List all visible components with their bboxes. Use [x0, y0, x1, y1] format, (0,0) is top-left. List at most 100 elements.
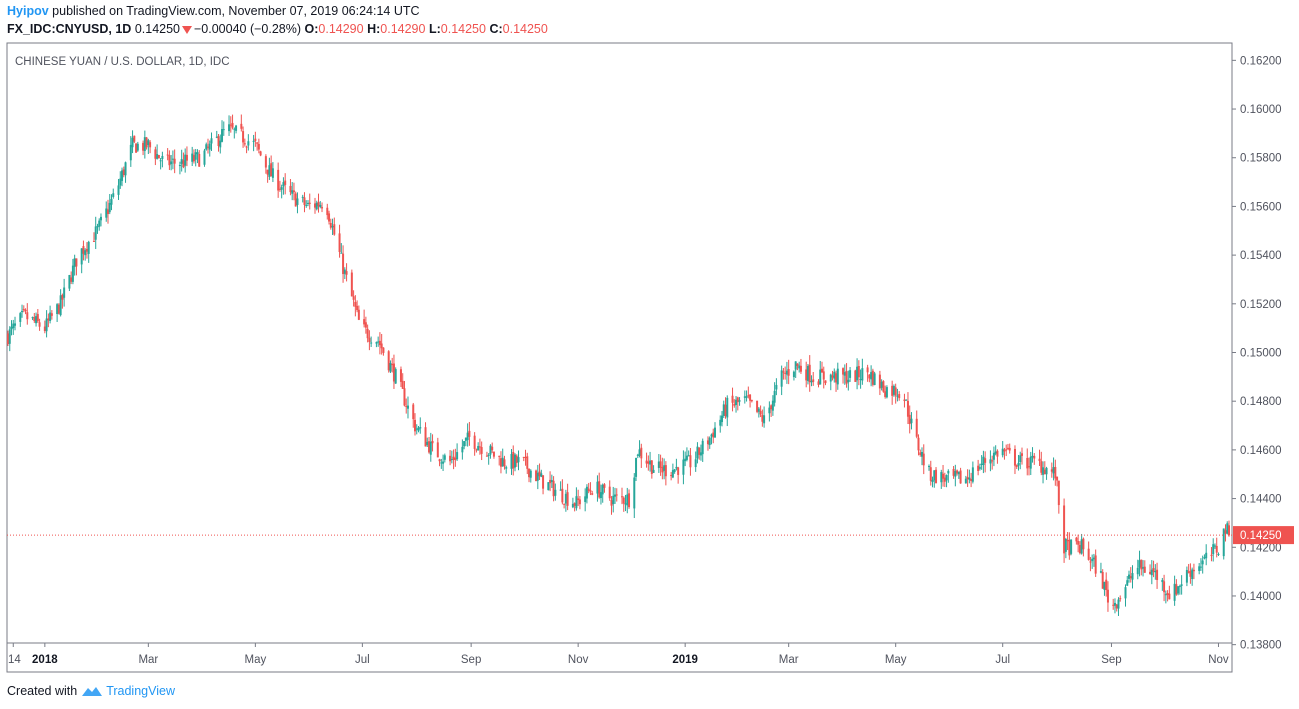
- candle-up: [443, 455, 446, 460]
- candle-down: [294, 193, 297, 207]
- candle-up: [536, 472, 539, 481]
- candle-up: [843, 372, 846, 376]
- candle-up: [21, 310, 24, 313]
- candle-down: [615, 494, 618, 496]
- candle-up: [464, 437, 467, 441]
- candle-down: [278, 188, 281, 190]
- candle-up: [585, 486, 588, 499]
- candle-down: [292, 190, 295, 193]
- candle-up: [280, 187, 283, 190]
- candle-up: [194, 152, 197, 160]
- candle-up: [861, 368, 864, 381]
- price-tick-label: 0.14600: [1240, 445, 1282, 457]
- candle-down: [528, 468, 531, 478]
- candle-down: [747, 395, 750, 397]
- candle-up: [370, 342, 373, 344]
- candle-up: [489, 445, 492, 455]
- candle-up: [184, 154, 187, 166]
- candle-down: [452, 456, 455, 461]
- candle-down: [1087, 548, 1090, 560]
- candle-down: [1149, 571, 1152, 574]
- candle-down: [956, 470, 959, 474]
- candle-up: [910, 418, 913, 424]
- candle-up: [1178, 586, 1181, 588]
- candle-down: [842, 368, 845, 375]
- candle-up: [131, 137, 134, 148]
- symbol-info: FX_IDC:CNYUSD, 1D 0.14250 −0.00040 (−0.28…: [7, 22, 548, 36]
- candle-up: [14, 323, 17, 326]
- candle-down: [854, 370, 857, 382]
- candle-up: [968, 477, 971, 480]
- candle-up: [870, 372, 873, 380]
- time-tick-label: Jul: [355, 654, 370, 666]
- candle-up: [687, 455, 690, 457]
- candle-down: [142, 142, 145, 151]
- candle-down: [478, 446, 481, 448]
- price-change: −0.00040 (−0.28%): [194, 22, 302, 36]
- candle-up: [1136, 567, 1139, 575]
- candle-down: [1043, 469, 1046, 475]
- candle-up: [84, 250, 87, 256]
- price-axis[interactable]: 0.16200 0.16000 0.15800 0.15600 0.15400 0.152…: [1232, 55, 1282, 652]
- candle-up: [847, 379, 850, 383]
- candle-down: [535, 470, 538, 482]
- candle-down: [24, 309, 27, 312]
- candle-down: [326, 207, 329, 216]
- candle-up: [1150, 569, 1153, 576]
- candle-down: [352, 296, 355, 300]
- time-tick-label: Nov: [568, 654, 589, 666]
- candle-up: [377, 341, 380, 343]
- candle-up: [792, 371, 795, 378]
- candle-down: [935, 469, 938, 484]
- candle-down: [266, 169, 269, 175]
- candle-down: [1005, 449, 1008, 451]
- author-link[interactable]: Hyipov: [7, 4, 49, 18]
- candle-down: [640, 447, 643, 459]
- candle-down: [403, 388, 406, 406]
- candle-down: [414, 419, 416, 432]
- candle-up: [940, 472, 943, 483]
- candle-down: [731, 395, 734, 403]
- candle-up: [1173, 583, 1176, 601]
- candle-up: [1124, 587, 1127, 599]
- candle-down: [698, 447, 701, 455]
- candle-up: [1180, 584, 1183, 586]
- candle-up: [763, 415, 766, 424]
- candle-down: [647, 461, 650, 464]
- candle-down: [1075, 537, 1078, 542]
- candle-up: [596, 481, 599, 494]
- symbol-name[interactable]: FX_IDC:CNYUSD, 1D: [7, 22, 132, 36]
- candle-up: [905, 399, 908, 401]
- candle-up: [849, 370, 852, 378]
- candle-down: [277, 169, 280, 191]
- candle-up: [143, 137, 146, 152]
- candle-down: [242, 131, 245, 143]
- candle-down: [1140, 559, 1143, 570]
- candle-up: [170, 161, 173, 165]
- candle-down: [217, 136, 220, 147]
- candle-down: [712, 432, 715, 438]
- candle-up: [306, 202, 309, 204]
- candle-up: [429, 441, 432, 455]
- candle-up: [657, 461, 660, 468]
- candle-down: [1129, 576, 1132, 579]
- candle-down: [38, 322, 41, 327]
- candle-up: [108, 202, 111, 213]
- candle-up: [599, 492, 602, 499]
- candle-up: [636, 454, 639, 456]
- time-axis[interactable]: 14 2018 Mar May Jul Sep Nov 2019 Mar May Jul Sep Nov: [8, 643, 1229, 666]
- candle-up: [1029, 456, 1032, 469]
- candle-up: [806, 365, 809, 381]
- tradingview-brand[interactable]: TradingView: [106, 684, 175, 698]
- candle-down: [868, 374, 871, 379]
- candle-up: [210, 138, 213, 144]
- candle-down: [329, 222, 332, 228]
- candle-up: [971, 467, 974, 482]
- candle-up: [1177, 586, 1180, 594]
- last-price-tag-bg: [1233, 526, 1294, 545]
- candle-down: [1056, 476, 1059, 481]
- plot-area[interactable]: [6, 42, 1233, 644]
- candles-group: [7, 114, 1230, 616]
- candle-down: [1038, 458, 1041, 461]
